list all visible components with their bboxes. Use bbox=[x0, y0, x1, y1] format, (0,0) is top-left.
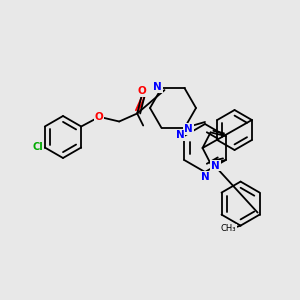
Text: N: N bbox=[211, 160, 220, 171]
Text: CH₃: CH₃ bbox=[221, 224, 236, 233]
Text: N: N bbox=[201, 172, 209, 182]
Text: N: N bbox=[153, 82, 162, 92]
Text: O: O bbox=[138, 86, 147, 97]
Text: N: N bbox=[184, 124, 193, 134]
Text: O: O bbox=[95, 112, 103, 122]
Text: N: N bbox=[176, 130, 184, 140]
Text: Cl: Cl bbox=[32, 142, 43, 152]
